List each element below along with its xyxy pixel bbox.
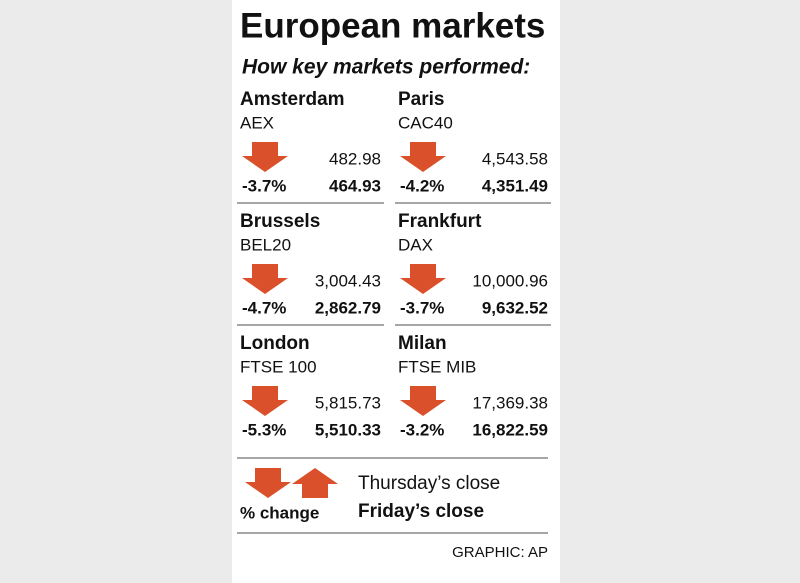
subtitle: How key markets performed: bbox=[242, 56, 530, 79]
legend-close: Friday’s close bbox=[358, 501, 484, 522]
change: -3.7% bbox=[400, 298, 444, 317]
city: Frankfurt bbox=[398, 211, 482, 232]
down-arrow bbox=[400, 386, 446, 416]
market-grid: Amsterdam AEX 482.98 -3.7% 464.93 Paris CAC40 4… bbox=[237, 89, 551, 439]
down-arrow bbox=[400, 142, 446, 172]
city: Brussels bbox=[240, 211, 320, 232]
down-arrow bbox=[400, 264, 446, 294]
close: 9,632.52 bbox=[482, 298, 548, 317]
down-arrow bbox=[242, 142, 288, 172]
previous-close: 17,369.38 bbox=[472, 393, 548, 412]
index: FTSE MIB bbox=[398, 357, 476, 376]
index: DAX bbox=[398, 235, 433, 254]
down-arrow bbox=[242, 386, 288, 416]
previous-close: 10,000.96 bbox=[472, 271, 548, 290]
close: 2,862.79 bbox=[315, 298, 381, 317]
legend-previous: Thursday’s close bbox=[358, 473, 500, 494]
index: CAC40 bbox=[398, 113, 453, 132]
close: 464.93 bbox=[329, 176, 381, 195]
change: -4.7% bbox=[242, 298, 286, 317]
title: European markets bbox=[240, 6, 545, 45]
previous-close: 3,004.43 bbox=[315, 271, 381, 290]
city: Milan bbox=[398, 333, 447, 354]
previous-close: 5,815.73 bbox=[315, 393, 381, 412]
city: Paris bbox=[398, 89, 444, 110]
close: 4,351.49 bbox=[482, 176, 548, 195]
index: BEL20 bbox=[240, 235, 291, 254]
down-arrow bbox=[245, 468, 291, 498]
legend-change: % change bbox=[240, 503, 319, 522]
panel bbox=[232, 0, 560, 583]
close: 5,510.33 bbox=[315, 420, 381, 439]
previous-close: 4,543.58 bbox=[482, 149, 548, 168]
change: -3.7% bbox=[242, 176, 286, 195]
change: -3.2% bbox=[400, 420, 444, 439]
change: -5.3% bbox=[242, 420, 286, 439]
city: London bbox=[240, 333, 310, 354]
up-arrow bbox=[292, 468, 338, 498]
city: Amsterdam bbox=[240, 89, 345, 110]
down-arrow bbox=[242, 264, 288, 294]
change: -4.2% bbox=[400, 176, 444, 195]
source: GRAPHIC: AP bbox=[452, 544, 548, 561]
index: FTSE 100 bbox=[240, 357, 317, 376]
index: AEX bbox=[240, 113, 274, 132]
close: 16,822.59 bbox=[472, 420, 548, 439]
previous-close: 482.98 bbox=[329, 149, 381, 168]
